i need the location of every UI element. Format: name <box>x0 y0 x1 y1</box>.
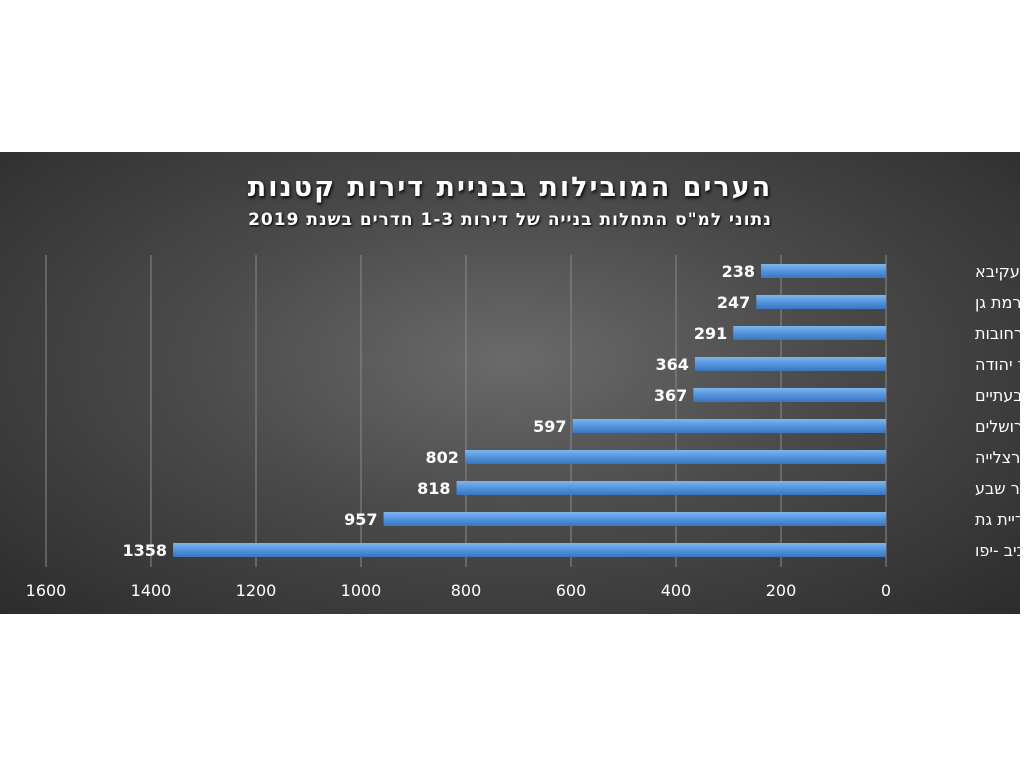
bar <box>456 481 886 495</box>
bar-value-label: 597 <box>533 417 566 436</box>
x-tick-label: 1600 <box>26 581 67 600</box>
bar-value-label: 957 <box>344 510 377 529</box>
chart-title: הערים המובילות בבניית דירות קטנות <box>247 172 773 203</box>
x-tick-label: 200 <box>766 581 797 600</box>
chart-panel: הערים המובילות בבניית דירות קטנות נתוני … <box>0 152 1020 614</box>
bar-value-label: 1358 <box>123 541 168 560</box>
bar <box>756 295 886 309</box>
category-label: תל אביב -יפו <box>975 541 1020 560</box>
bar <box>464 450 886 464</box>
bar <box>173 543 887 557</box>
bar <box>761 264 886 278</box>
category-label: אור יהודה <box>975 355 1020 374</box>
bar-value-label: 247 <box>717 293 750 312</box>
chart-subtitle: נתוני למ"ס התחלות בנייה של דירות 1-3 חדר… <box>248 210 772 230</box>
x-tick-label: 0 <box>881 581 891 600</box>
x-tick-label: 1400 <box>131 581 172 600</box>
bar <box>383 512 886 526</box>
category-label: קריית גת <box>975 510 1020 529</box>
bar <box>693 388 886 402</box>
category-label: ירושלים <box>975 417 1020 436</box>
bar-value-label: 367 <box>654 386 687 405</box>
category-label: רמת גן <box>975 293 1020 312</box>
category-label: באר שבע <box>975 479 1020 498</box>
bar-value-label: 291 <box>694 324 727 343</box>
bar <box>733 326 886 340</box>
x-tick-label: 600 <box>556 581 587 600</box>
category-label: אור עקיבא <box>975 262 1020 281</box>
category-label: רחובות <box>975 324 1020 343</box>
category-label: גבעתיים <box>975 386 1020 405</box>
bar-value-label: 364 <box>655 355 688 374</box>
x-tick-label: 1200 <box>236 581 277 600</box>
bar-chart: 238 אור עקיבא 247 רמת גן 291 רחובות 364 אור יהו… <box>26 255 1020 600</box>
bar-value-label: 818 <box>417 479 450 498</box>
x-tick-label: 1000 <box>341 581 382 600</box>
category-label: הרצלייה <box>975 448 1020 467</box>
x-tick-label: 800 <box>451 581 482 600</box>
bar <box>572 419 886 433</box>
bar-value-label: 802 <box>426 448 459 467</box>
x-tick-label: 400 <box>661 581 692 600</box>
bar <box>694 357 886 371</box>
bar-value-label: 238 <box>722 262 755 281</box>
